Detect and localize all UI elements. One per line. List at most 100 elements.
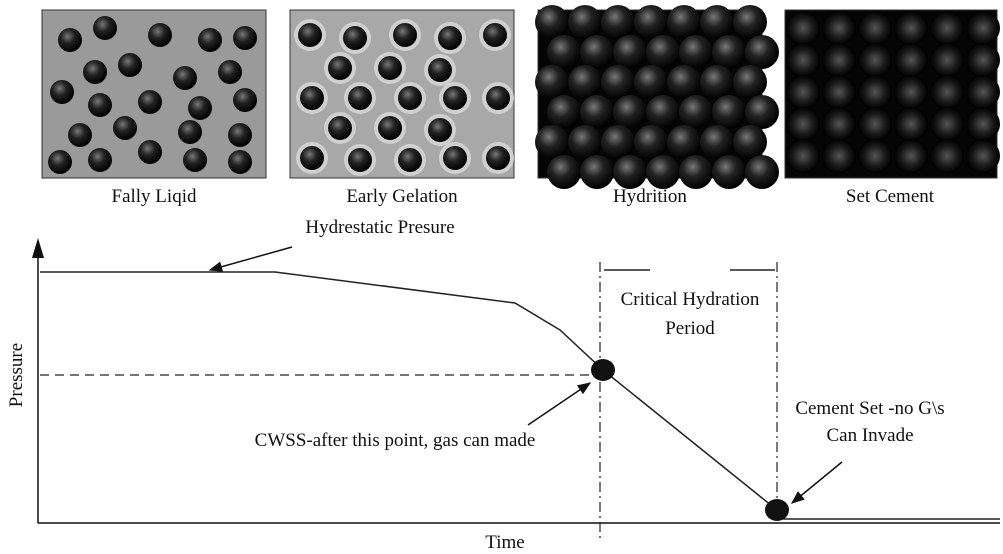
particle xyxy=(48,150,72,174)
particle xyxy=(646,95,680,129)
annotation: Cement Set -no G\s xyxy=(795,398,944,419)
particle xyxy=(88,93,112,117)
particle xyxy=(966,139,1000,173)
particle xyxy=(733,125,767,159)
arrow xyxy=(527,382,592,426)
particle xyxy=(547,95,581,129)
particle xyxy=(822,107,856,141)
particle xyxy=(138,140,162,164)
particle xyxy=(733,5,767,39)
particle xyxy=(486,86,510,110)
particle xyxy=(613,35,647,69)
panel-label: Fally Liqid xyxy=(112,186,197,207)
particle xyxy=(328,56,352,80)
particle xyxy=(535,125,569,159)
particle xyxy=(786,75,820,109)
particle xyxy=(233,88,257,112)
cwss-point xyxy=(591,359,615,381)
particle xyxy=(378,56,402,80)
particle xyxy=(568,65,602,99)
arrow xyxy=(790,461,843,504)
particle xyxy=(667,5,701,39)
particle xyxy=(348,148,372,172)
particle xyxy=(712,35,746,69)
particle xyxy=(786,11,820,45)
particle xyxy=(700,125,734,159)
particle xyxy=(348,86,372,110)
particle xyxy=(786,43,820,77)
particle xyxy=(613,155,647,189)
particle xyxy=(443,86,467,110)
particle xyxy=(966,75,1000,109)
particle xyxy=(198,28,222,52)
annotation: Hydrestatic Presure xyxy=(305,217,454,238)
particle xyxy=(83,60,107,84)
particle xyxy=(667,65,701,99)
particle xyxy=(822,75,856,109)
particle xyxy=(93,16,117,40)
particle xyxy=(188,96,212,120)
particle xyxy=(667,125,701,159)
particle xyxy=(712,155,746,189)
particle xyxy=(328,116,352,140)
particle xyxy=(601,65,635,99)
particle xyxy=(930,75,964,109)
particle xyxy=(343,26,367,50)
particle xyxy=(966,43,1000,77)
particle xyxy=(786,139,820,173)
particle xyxy=(930,11,964,45)
particle xyxy=(68,123,92,147)
panel-label: Early Gelation xyxy=(346,186,458,207)
y-axis-label: Pressure xyxy=(6,343,27,407)
particle xyxy=(443,146,467,170)
arrow xyxy=(208,246,293,272)
particle xyxy=(613,95,647,129)
particle xyxy=(966,11,1000,45)
particle xyxy=(580,35,614,69)
particle xyxy=(113,116,137,140)
particle xyxy=(173,66,197,90)
particle xyxy=(218,60,242,84)
pressure-curve xyxy=(40,271,778,511)
annotation: CWSS-after this point, gas can made xyxy=(255,430,536,451)
particle xyxy=(148,23,172,47)
particle xyxy=(428,58,452,82)
particle xyxy=(183,148,207,172)
particle xyxy=(228,150,252,174)
particle xyxy=(438,26,462,50)
particle xyxy=(966,107,1000,141)
particle xyxy=(822,139,856,173)
particle xyxy=(712,95,746,129)
particle xyxy=(634,125,668,159)
particle xyxy=(733,65,767,99)
y-axis-arrow xyxy=(32,238,44,258)
particle xyxy=(745,155,779,189)
particle xyxy=(486,146,510,170)
particle xyxy=(58,28,82,52)
particle xyxy=(228,123,252,147)
particle xyxy=(858,11,892,45)
annotation: Critical Hydration xyxy=(621,289,760,310)
particle xyxy=(858,43,892,77)
particle xyxy=(393,23,417,47)
particle xyxy=(679,35,713,69)
particle xyxy=(894,139,928,173)
particle xyxy=(894,43,928,77)
panel-label: Hydrition xyxy=(613,186,687,207)
particle xyxy=(535,65,569,99)
particle xyxy=(398,86,422,110)
panel-label: Set Cement xyxy=(846,186,935,207)
particle xyxy=(580,155,614,189)
particle xyxy=(822,11,856,45)
particle xyxy=(858,75,892,109)
annotation: Can Invade xyxy=(826,425,913,446)
particle xyxy=(634,65,668,99)
particle xyxy=(580,95,614,129)
particle xyxy=(858,139,892,173)
particle xyxy=(930,43,964,77)
particle xyxy=(930,107,964,141)
particle xyxy=(634,5,668,39)
particle xyxy=(894,11,928,45)
particle xyxy=(568,125,602,159)
